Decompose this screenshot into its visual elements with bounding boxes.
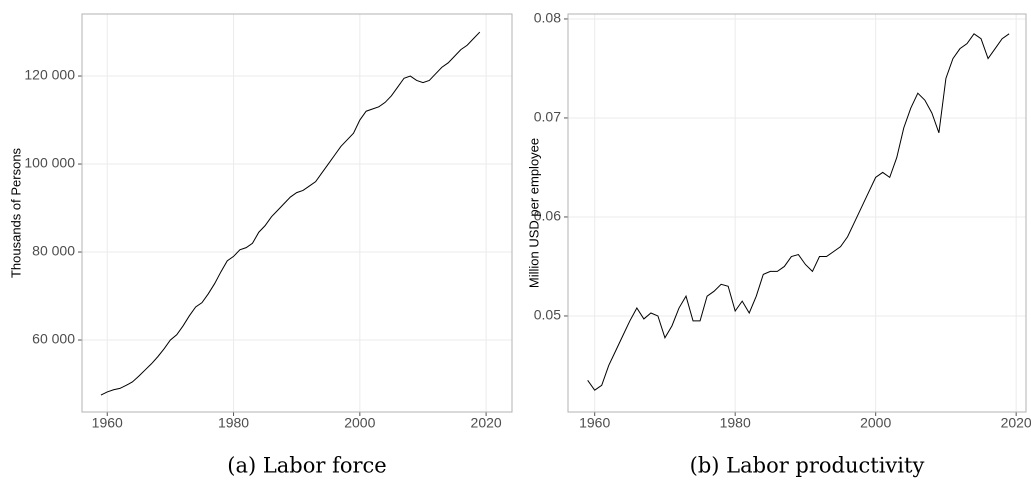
x-tick-label: 1980 [720,415,751,431]
y-tick-label: 0.06 [534,208,561,224]
y-tick-label: 100 000 [24,155,75,171]
x-tick-label: 2020 [471,415,502,431]
data-line [100,31,481,396]
x-tick-label: 1960 [92,415,123,431]
caption: (a) Labor force [227,454,387,478]
x-tick-label: 2000 [344,415,375,431]
data-line [587,33,1010,391]
y-tick-label: 80 000 [32,243,75,259]
x-tick-label: 1980 [218,415,249,431]
x-tick-label: 2020 [1001,415,1031,431]
y-tick-label: 0.07 [534,109,561,125]
caption: (b) Labor productivity [690,454,925,478]
x-tick-label: 1960 [579,415,610,431]
x-tick-label: 2000 [860,415,891,431]
y-tick-label: 0.08 [534,10,561,26]
y-tick-label: 60 000 [32,331,75,347]
panel-border [567,13,1027,413]
panel-border [81,13,513,413]
y-tick-label: 120 000 [24,67,75,83]
y-tick-label: 0.05 [534,307,561,323]
y-axis-title: Million USD per employee [526,138,541,288]
y-axis-title: Thousands of Persons [8,147,23,278]
